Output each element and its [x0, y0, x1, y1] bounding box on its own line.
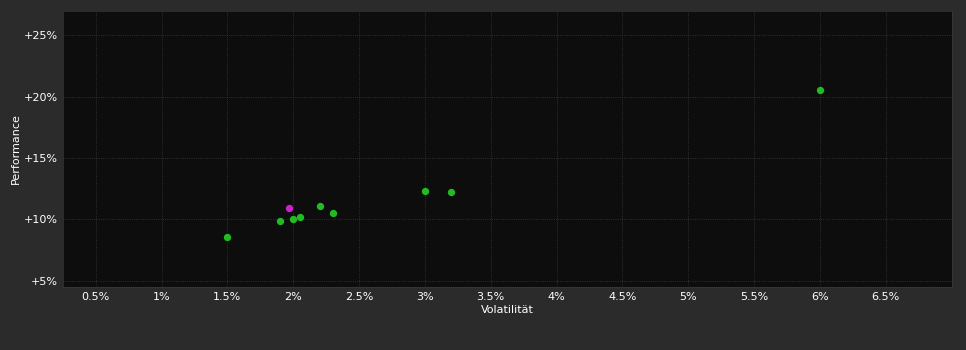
Point [417, 188, 433, 194]
Y-axis label: Performance: Performance [11, 113, 21, 184]
Point [281, 205, 297, 211]
Point [325, 210, 340, 216]
Point [286, 217, 301, 222]
Point [812, 88, 828, 93]
Point [219, 234, 235, 239]
Point [312, 203, 327, 209]
Point [292, 214, 307, 220]
Point [443, 189, 459, 195]
Point [272, 218, 288, 223]
X-axis label: Volatilität: Volatilität [481, 304, 533, 315]
